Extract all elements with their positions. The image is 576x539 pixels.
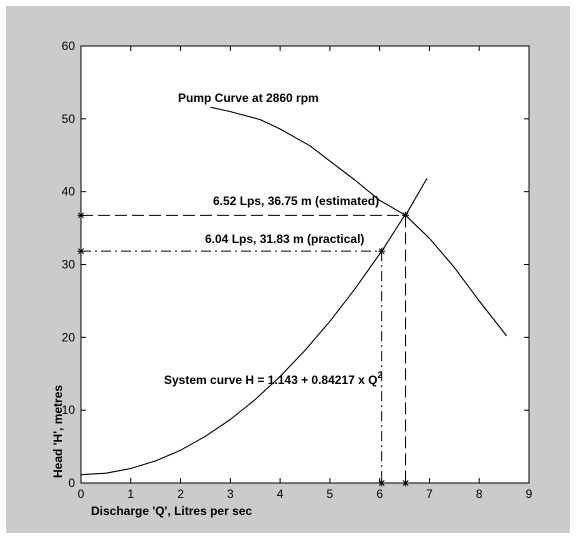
- system-curve-equation: System curve H = 1.143 + 0.84217 x Q: [164, 373, 377, 387]
- y-tick-label: 10: [62, 403, 76, 417]
- system-curve-line: [80, 178, 428, 476]
- practical-x-axis-marker: [378, 479, 386, 487]
- plot-area: [80, 45, 530, 484]
- x-tick-label: 1: [127, 487, 134, 501]
- practical-point-marker: [378, 247, 386, 255]
- x-tick-label: 2: [177, 487, 184, 501]
- system-curve-label: System curve H = 1.143 + 0.84217 x Q2: [164, 370, 383, 387]
- star-marker-stroke: [78, 212, 84, 219]
- y-tick-label: 30: [62, 258, 76, 272]
- x-axis-label: Discharge 'Q', Litres per sec: [91, 504, 252, 518]
- y-tick-label: 0: [68, 476, 75, 490]
- star-marker-stroke: [378, 248, 385, 255]
- x-tick-label: 4: [277, 487, 284, 501]
- estimated-y-axis-marker: [77, 211, 85, 219]
- y-tick-label: 20: [62, 330, 76, 344]
- pump-curve-label: Pump Curve at 2860 rpm: [178, 91, 319, 105]
- practical-point-label: 6.04 Lps, 31.83 m (practical): [205, 232, 364, 246]
- star-marker-stroke: [378, 480, 385, 486]
- y-tick-label: 40: [62, 185, 76, 199]
- x-tick-label: 6: [376, 487, 383, 501]
- estimated-point-label: 6.52 Lps, 36.75 m (estimated): [213, 194, 379, 208]
- y-tick-label: 50: [62, 112, 76, 126]
- pump-curve-line: [210, 106, 508, 337]
- star-marker-stroke: [402, 480, 409, 486]
- estimated-point-marker: [402, 211, 410, 219]
- markers: [77, 211, 410, 487]
- x-tick-label: 7: [426, 487, 433, 501]
- x-tick-label: 8: [476, 487, 483, 501]
- star-marker-stroke: [78, 248, 84, 255]
- system-curve-exponent: 2: [377, 370, 382, 380]
- x-tick-label: 5: [327, 487, 334, 501]
- curves: [80, 106, 508, 476]
- practical-y-axis-marker: [77, 247, 85, 255]
- reference-lines: [81, 214, 407, 483]
- estimated-x-axis-marker: [402, 479, 410, 487]
- axis-ticks: 0 1 2 3 4 5 6 7 8 9 0 10 20 30 40 50 60: [62, 39, 533, 501]
- x-tick-label: 9: [526, 487, 533, 501]
- x-tick-label: 3: [227, 487, 234, 501]
- y-axis-label: Head 'H', metres: [51, 385, 65, 478]
- star-marker-stroke: [402, 212, 409, 219]
- y-tick-label: 60: [62, 39, 76, 53]
- x-tick-label: 0: [78, 487, 85, 501]
